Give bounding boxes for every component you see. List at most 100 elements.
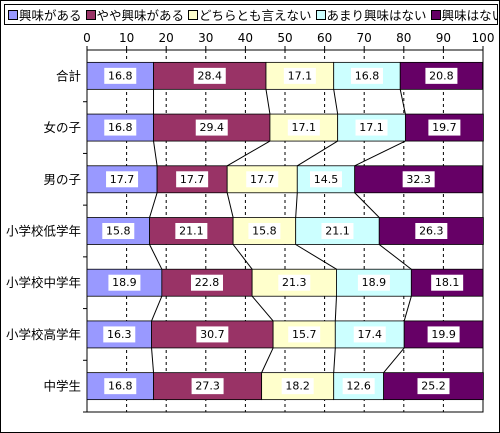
data-label-background (415, 223, 448, 239)
connector-line (333, 89, 339, 115)
data-label-background (288, 326, 321, 343)
data-label-background (321, 223, 354, 239)
connector-line (226, 192, 234, 218)
legend-label: 興味がある (19, 8, 82, 23)
data-label: 12.6 (346, 380, 371, 393)
connector-line (295, 244, 337, 270)
data-label: 18.9 (112, 276, 137, 289)
x-tick-label: 60 (317, 31, 332, 45)
connector-line (153, 141, 158, 166)
data-label-background (417, 378, 450, 395)
x-tick-label: 100 (472, 31, 495, 45)
connector-line (151, 347, 155, 373)
data-label: 29.4 (199, 121, 224, 134)
data-label: 19.7 (432, 121, 457, 134)
connector-line (378, 244, 412, 270)
data-label-background (195, 119, 228, 136)
data-label: 17.7 (250, 173, 275, 186)
legend-label: どちらとも言えない (199, 8, 312, 23)
x-tick-label: 40 (238, 31, 253, 45)
data-label-background (104, 67, 137, 84)
data-label: 16.8 (108, 121, 133, 134)
category-label: 男の子 (43, 172, 81, 187)
data-label-background (342, 378, 375, 395)
category-label: 小学校中学年 (6, 275, 81, 290)
data-label: 18.9 (362, 276, 387, 289)
data-label: 15.7 (292, 328, 317, 341)
data-label-background (431, 274, 464, 291)
connector-line (149, 192, 158, 218)
data-label-background (309, 171, 342, 188)
x-tick-label: 90 (436, 31, 451, 45)
data-label: 21.1 (325, 225, 350, 238)
data-label-background (104, 119, 137, 136)
connector-line (149, 244, 163, 270)
data-label-background (425, 67, 458, 84)
x-tick-label: 80 (396, 31, 411, 45)
connector-line (334, 296, 337, 321)
data-label: 17.1 (359, 121, 384, 134)
x-tick-label: 20 (159, 31, 174, 45)
data-label-background (428, 119, 461, 136)
legend-swatch (315, 9, 326, 20)
data-label-background (106, 171, 139, 188)
legend: 興味がある やや興味がある どちらとも言えない あまり興味はない 興味はない (4, 4, 498, 25)
legend-label: やや興味がある (96, 8, 185, 23)
data-label: 19.9 (431, 328, 456, 341)
data-label-background (355, 119, 388, 136)
data-label-background (102, 223, 135, 239)
x-tick-label: 10 (119, 31, 134, 45)
legend-item: 興味がある (8, 5, 82, 24)
data-label: 16.8 (355, 69, 380, 82)
data-label: 17.1 (292, 121, 317, 134)
legend-swatch (430, 9, 441, 20)
x-tick-label: 0 (83, 31, 91, 45)
legend-label: あまり興味はない (326, 8, 427, 23)
data-label-background (281, 378, 314, 395)
connector-line (354, 192, 380, 218)
category-label: 合計 (56, 68, 81, 83)
data-label: 21.1 (179, 225, 204, 238)
category-label: 中学生 (43, 379, 81, 394)
legend-item: あまり興味はない (315, 5, 427, 24)
connector-line (403, 296, 412, 322)
data-label: 14.5 (314, 173, 339, 186)
connector-line (297, 140, 338, 167)
data-label-background (104, 378, 137, 395)
data-label: 30.7 (200, 328, 225, 341)
data-label: 18.2 (285, 380, 310, 393)
data-label-background (357, 274, 390, 291)
category-label: 小学校高学年 (6, 327, 81, 342)
data-label-background (108, 274, 141, 291)
data-label-background (193, 67, 226, 84)
connector-line (232, 244, 253, 270)
data-label: 27.3 (195, 380, 220, 393)
data-label-background (175, 223, 208, 239)
connector-line (226, 140, 271, 167)
x-tick-label: 50 (277, 31, 292, 45)
connector-line (354, 140, 406, 167)
data-label: 16.8 (108, 69, 133, 82)
data-label: 15.8 (252, 225, 277, 238)
x-tick-label: 30 (198, 31, 213, 45)
connector-line (265, 89, 271, 115)
data-label: 20.8 (429, 69, 454, 82)
data-label-background (350, 67, 383, 84)
data-label-background (287, 119, 320, 136)
data-label-background (191, 378, 224, 395)
data-label-background (283, 67, 316, 84)
legend-label: 興味はない (441, 8, 498, 23)
data-label: 17.4 (357, 328, 382, 341)
data-label-background (103, 326, 136, 343)
data-label-background (176, 171, 209, 188)
connector-line (151, 296, 163, 322)
data-label: 32.3 (406, 173, 431, 186)
legend-swatch (188, 9, 199, 20)
data-label: 17.7 (110, 173, 135, 186)
bar-segment (232, 217, 297, 245)
data-label-background (427, 326, 460, 343)
connector-line (399, 89, 406, 115)
legend-item: やや興味がある (85, 5, 185, 24)
data-label: 15.8 (106, 225, 131, 238)
